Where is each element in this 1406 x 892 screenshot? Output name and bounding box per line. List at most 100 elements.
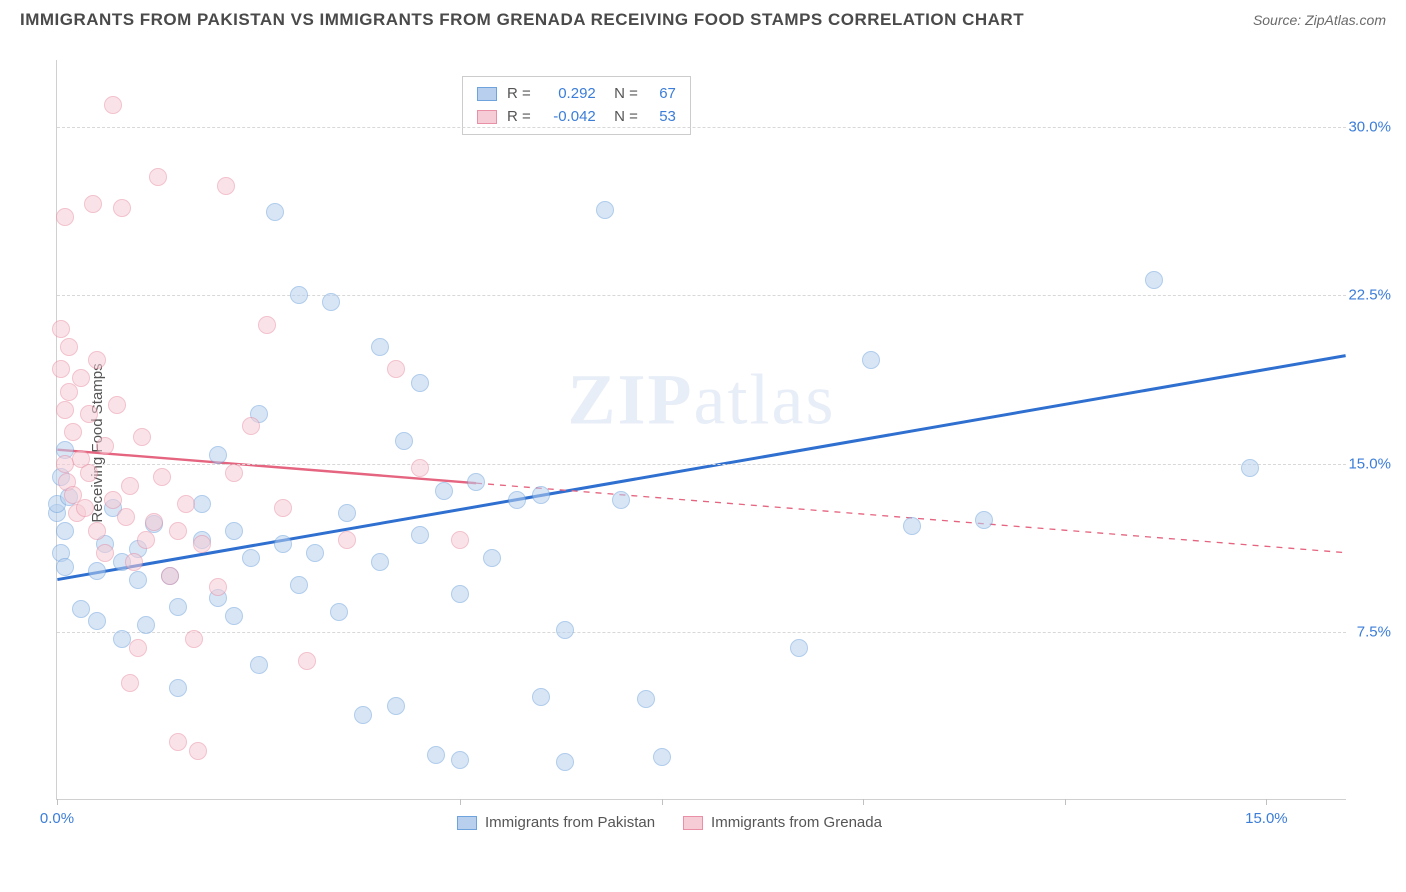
scatter-marker (52, 320, 70, 338)
legend-swatch (457, 816, 477, 830)
legend-item: Immigrants from Grenada (683, 814, 882, 831)
scatter-marker (72, 369, 90, 387)
scatter-marker (56, 401, 74, 419)
scatter-marker (125, 553, 143, 571)
scatter-marker (72, 600, 90, 618)
y-tick-label: 15.0% (1348, 455, 1391, 472)
scatter-marker (217, 177, 235, 195)
series-legend: Immigrants from PakistanImmigrants from … (457, 814, 882, 831)
scatter-marker (266, 203, 284, 221)
stat-r-value: 0.292 (541, 83, 596, 106)
scatter-marker (56, 522, 74, 540)
scatter-marker (411, 374, 429, 392)
y-tick-label: 7.5% (1357, 623, 1391, 640)
scatter-marker (1241, 459, 1259, 477)
y-tick-label: 30.0% (1348, 119, 1391, 136)
scatter-marker (193, 535, 211, 553)
scatter-marker (121, 674, 139, 692)
scatter-chart: Receiving Food Stamps ZIPatlas R =0.292 … (56, 48, 1386, 838)
scatter-marker (113, 199, 131, 217)
gridline-horizontal (57, 632, 1346, 633)
scatter-marker (153, 468, 171, 486)
scatter-marker (532, 486, 550, 504)
x-tick-mark (1266, 799, 1267, 805)
scatter-marker (149, 168, 167, 186)
legend-label: Immigrants from Grenada (711, 814, 882, 831)
scatter-marker (290, 576, 308, 594)
scatter-marker (121, 477, 139, 495)
scatter-marker (225, 464, 243, 482)
scatter-marker (56, 208, 74, 226)
scatter-marker (169, 733, 187, 751)
scatter-marker (242, 417, 260, 435)
gridline-horizontal (57, 127, 1346, 128)
plot-area: ZIPatlas R =0.292 N =67R =-0.042 N =53 I… (56, 60, 1346, 800)
scatter-marker (52, 360, 70, 378)
gridline-horizontal (57, 295, 1346, 296)
x-tick-label: 0.0% (40, 810, 74, 827)
scatter-marker (56, 558, 74, 576)
scatter-marker (330, 603, 348, 621)
scatter-marker (193, 495, 211, 513)
scatter-marker (80, 464, 98, 482)
watermark: ZIPatlas (568, 358, 836, 441)
x-tick-mark (1065, 799, 1066, 805)
scatter-marker (209, 578, 227, 596)
scatter-marker (137, 616, 155, 634)
stat-n-value: 53 (648, 106, 676, 129)
scatter-marker (1145, 271, 1163, 289)
scatter-marker (637, 690, 655, 708)
scatter-marker (411, 459, 429, 477)
scatter-marker (451, 751, 469, 769)
scatter-marker (133, 428, 151, 446)
scatter-marker (169, 522, 187, 540)
scatter-marker (64, 423, 82, 441)
scatter-marker (274, 535, 292, 553)
scatter-marker (435, 482, 453, 500)
scatter-marker (60, 338, 78, 356)
scatter-marker (169, 598, 187, 616)
scatter-marker (427, 746, 445, 764)
stats-legend-box: R =0.292 N =67R =-0.042 N =53 (462, 76, 691, 135)
scatter-marker (88, 562, 106, 580)
scatter-marker (88, 522, 106, 540)
scatter-marker (387, 360, 405, 378)
x-tick-mark (460, 799, 461, 805)
stat-n-label: N = (606, 83, 638, 106)
scatter-marker (290, 286, 308, 304)
scatter-marker (612, 491, 630, 509)
scatter-marker (117, 508, 135, 526)
scatter-marker (483, 549, 501, 567)
scatter-marker (338, 504, 356, 522)
scatter-marker (209, 446, 227, 464)
scatter-marker (975, 511, 993, 529)
scatter-marker (322, 293, 340, 311)
stats-row: R =-0.042 N =53 (477, 106, 676, 129)
scatter-marker (395, 432, 413, 450)
scatter-marker (653, 748, 671, 766)
scatter-marker (84, 195, 102, 213)
scatter-marker (903, 517, 921, 535)
stat-r-label: R = (507, 106, 531, 129)
regression-line (57, 356, 1345, 580)
scatter-marker (169, 679, 187, 697)
scatter-marker (88, 612, 106, 630)
scatter-marker (161, 567, 179, 585)
scatter-marker (258, 316, 276, 334)
scatter-marker (177, 495, 195, 513)
source-link[interactable]: ZipAtlas.com (1305, 12, 1386, 28)
scatter-marker (242, 549, 260, 567)
scatter-marker (596, 201, 614, 219)
scatter-marker (451, 531, 469, 549)
stats-row: R =0.292 N =67 (477, 83, 676, 106)
legend-swatch (477, 87, 497, 101)
scatter-marker (354, 706, 372, 724)
x-tick-label: 15.0% (1245, 810, 1288, 827)
scatter-marker (80, 405, 98, 423)
scatter-marker (411, 526, 429, 544)
scatter-marker (129, 571, 147, 589)
scatter-marker (76, 499, 94, 517)
scatter-marker (137, 531, 155, 549)
x-tick-mark (863, 799, 864, 805)
scatter-marker (298, 652, 316, 670)
